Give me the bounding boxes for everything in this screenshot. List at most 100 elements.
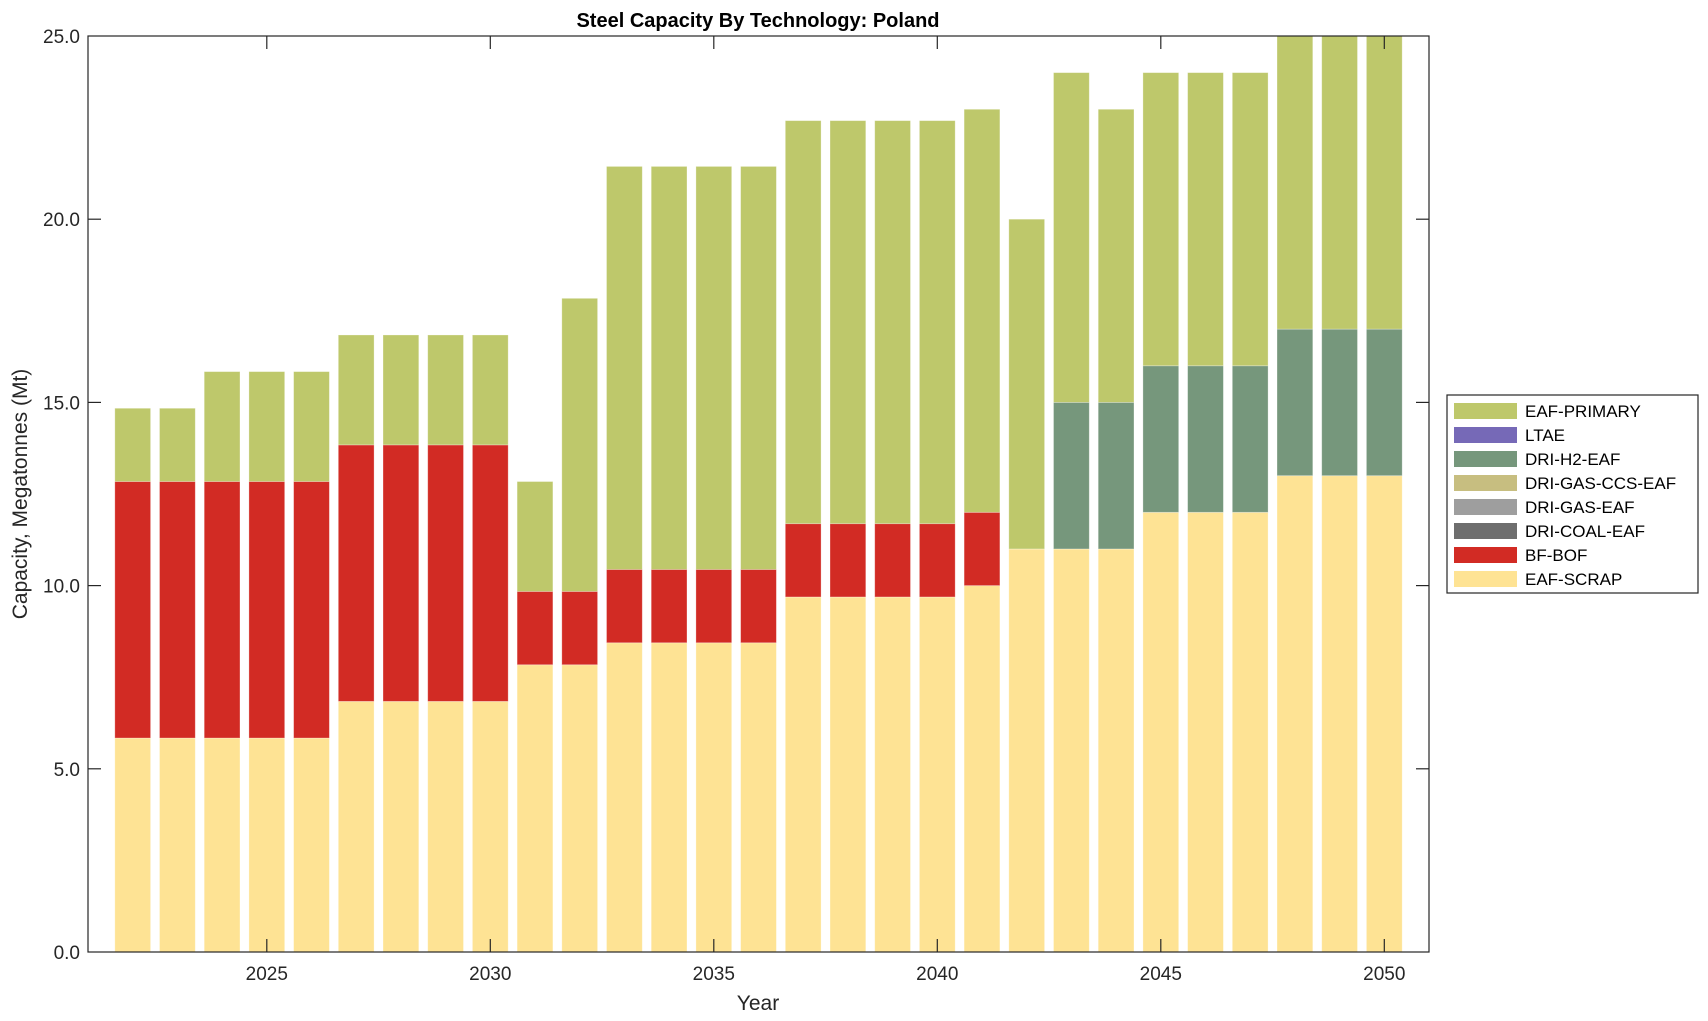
bar-segment-bf-bof-2023 (159, 481, 196, 739)
bar-segment-bf-bof-2027 (337, 444, 375, 702)
x-tick-label-2050: 2050 (1363, 964, 1405, 985)
bar-segment-bf-bof-2032 (561, 591, 598, 666)
bar-segment-eaf-primary-2049 (1321, 36, 1358, 330)
legend-swatch-dri-coal-eaf (1454, 523, 1517, 539)
x-tick-label-2030: 2030 (469, 964, 511, 985)
bar-segment-eaf-scrap-2036 (740, 642, 777, 952)
bar-segment-dri-h2-eaf-2050 (1366, 328, 1403, 477)
legend-label-ltae: LTAE (1525, 426, 1565, 445)
bar-segment-bf-bof-2026 (293, 481, 330, 739)
bar-segment-dri-h2-eaf-2044 (1097, 401, 1135, 550)
bar-segment-eaf-scrap-2023 (159, 737, 196, 952)
bar-segment-eaf-primary-2037 (784, 120, 822, 525)
x-axis: 2025 2030 2035 2040 2045 2050 (246, 36, 1405, 985)
bar-segment-eaf-scrap-2047 (1231, 511, 1269, 952)
bar-segment-eaf-primary-2043 (1053, 72, 1090, 403)
bar-segment-eaf-scrap-2024 (203, 737, 241, 952)
bar-segment-eaf-primary-2030 (472, 334, 509, 446)
bar-segment-eaf-scrap-2041 (963, 585, 1001, 952)
bar-segment-eaf-scrap-2040 (919, 596, 956, 952)
legend-swatch-dri-h2-eaf (1454, 451, 1517, 467)
bars-group (114, 36, 1403, 952)
bar-segment-eaf-scrap-2031 (516, 664, 554, 952)
y-tick-label-5: 5.0 (54, 760, 80, 781)
legend-swatch-dri-gas-ccs-eaf (1454, 475, 1517, 491)
bar-segment-eaf-primary-2035 (695, 166, 733, 570)
bar-segment-eaf-scrap-2039 (874, 596, 911, 952)
bar-segment-eaf-scrap-2037 (784, 596, 822, 952)
legend-label-dri-gas-ccs-eaf: DRI-GAS-CCS-EAF (1525, 474, 1676, 493)
bar-segment-dri-h2-eaf-2043 (1053, 401, 1090, 550)
bar-segment-eaf-scrap-2043 (1053, 548, 1090, 952)
bar-segment-eaf-scrap-2048 (1276, 475, 1314, 952)
bar-segment-bf-bof-2040 (919, 523, 956, 598)
bar-segment-eaf-scrap-2035 (695, 642, 733, 952)
bar-segment-eaf-primary-2029 (427, 334, 464, 446)
bar-segment-eaf-scrap-2046 (1187, 511, 1224, 952)
bar-segment-eaf-primary-2047 (1231, 72, 1269, 367)
bar-segment-eaf-primary-2022 (114, 407, 151, 482)
bar-segment-eaf-primary-2032 (561, 297, 598, 592)
bar-segment-bf-bof-2039 (874, 523, 911, 598)
bar-segment-eaf-scrap-2026 (293, 737, 330, 952)
legend: EAF-PRIMARY LTAE DRI-H2-EAF DRI-GAS-CCS-EAF… (1446, 394, 1699, 594)
bar-segment-eaf-scrap-2038 (829, 596, 867, 952)
legend-swatch-bf-bof (1454, 547, 1517, 563)
bar-segment-bf-bof-2038 (829, 523, 867, 598)
bar-segment-eaf-primary-2050 (1366, 36, 1403, 330)
y-axis-label: Capacity, Megatonnes (Mt) (9, 369, 32, 620)
legend-label-dri-h2-eaf: DRI-H2-EAF (1525, 450, 1620, 469)
bar-segment-eaf-primary-2046 (1187, 72, 1224, 367)
bar-segment-eaf-primary-2040 (919, 120, 956, 525)
bar-segment-bf-bof-2033 (606, 569, 643, 644)
legend-label-dri-coal-eaf: DRI-COAL-EAF (1525, 522, 1645, 541)
bar-segment-dri-h2-eaf-2048 (1276, 328, 1314, 477)
bar-segment-eaf-primary-2028 (382, 334, 420, 446)
bar-segment-eaf-primary-2036 (740, 166, 777, 570)
y-tick-label-25: 25.0 (43, 27, 80, 48)
bar-segment-bf-bof-2029 (427, 444, 464, 702)
plot-area-frame (87, 35, 1430, 953)
legend-label-bf-bof: BF-BOF (1525, 546, 1587, 565)
bar-segment-eaf-scrap-2033 (606, 642, 643, 952)
legend-label-eaf-primary: EAF-PRIMARY (1525, 402, 1641, 421)
x-tick-label-2040: 2040 (916, 964, 958, 985)
bar-segment-eaf-scrap-2045 (1142, 511, 1180, 952)
bar-segment-eaf-scrap-2042 (1008, 548, 1045, 952)
bar-segment-bf-bof-2037 (784, 523, 822, 598)
bar-segment-eaf-primary-2025 (248, 371, 286, 482)
y-tick-label-10: 10.0 (43, 577, 80, 598)
bar-segment-bf-bof-2030 (472, 444, 509, 702)
y-tick-label-0: 0.0 (54, 943, 80, 964)
x-tick-label-2045: 2045 (1140, 964, 1182, 985)
bar-segment-bf-bof-2035 (695, 569, 733, 644)
bar-segment-bf-bof-2031 (516, 591, 554, 666)
bar-segment-eaf-scrap-2050 (1366, 475, 1403, 952)
legend-label-dri-gas-eaf: DRI-GAS-EAF (1525, 498, 1635, 517)
bar-segment-eaf-scrap-2044 (1097, 548, 1135, 952)
bar-segment-eaf-scrap-2032 (561, 664, 598, 952)
y-tick-label-15: 15.0 (43, 393, 80, 414)
bar-segment-dri-h2-eaf-2047 (1231, 365, 1269, 513)
bar-segment-eaf-primary-2042 (1008, 218, 1045, 550)
y-tick-label-20: 20.0 (43, 210, 80, 231)
bar-segment-bf-bof-2025 (248, 481, 286, 739)
bar-segment-bf-bof-2024 (203, 481, 241, 739)
bar-segment-eaf-primary-2038 (829, 120, 867, 525)
bar-segment-eaf-scrap-2028 (382, 700, 420, 952)
bar-segment-bf-bof-2041 (963, 511, 1001, 587)
bar-segment-eaf-primary-2048 (1276, 36, 1314, 330)
bar-segment-eaf-primary-2033 (606, 166, 643, 570)
bar-segment-eaf-scrap-2027 (337, 700, 375, 952)
y-axis: 0.0 5.0 10.0 15.0 20.0 25.0 (43, 27, 1429, 964)
legend-swatch-dri-gas-eaf (1454, 499, 1517, 515)
bar-segment-eaf-primary-2039 (874, 120, 911, 525)
chart-title: Steel Capacity By Technology: Poland (576, 10, 939, 32)
bar-segment-eaf-scrap-2034 (650, 642, 688, 952)
legend-swatch-ltae (1454, 427, 1517, 443)
legend-swatch-eaf-scrap (1454, 571, 1517, 587)
bar-segment-bf-bof-2022 (114, 481, 151, 739)
bar-segment-eaf-primary-2045 (1142, 72, 1180, 367)
bar-segment-eaf-scrap-2022 (114, 737, 151, 952)
